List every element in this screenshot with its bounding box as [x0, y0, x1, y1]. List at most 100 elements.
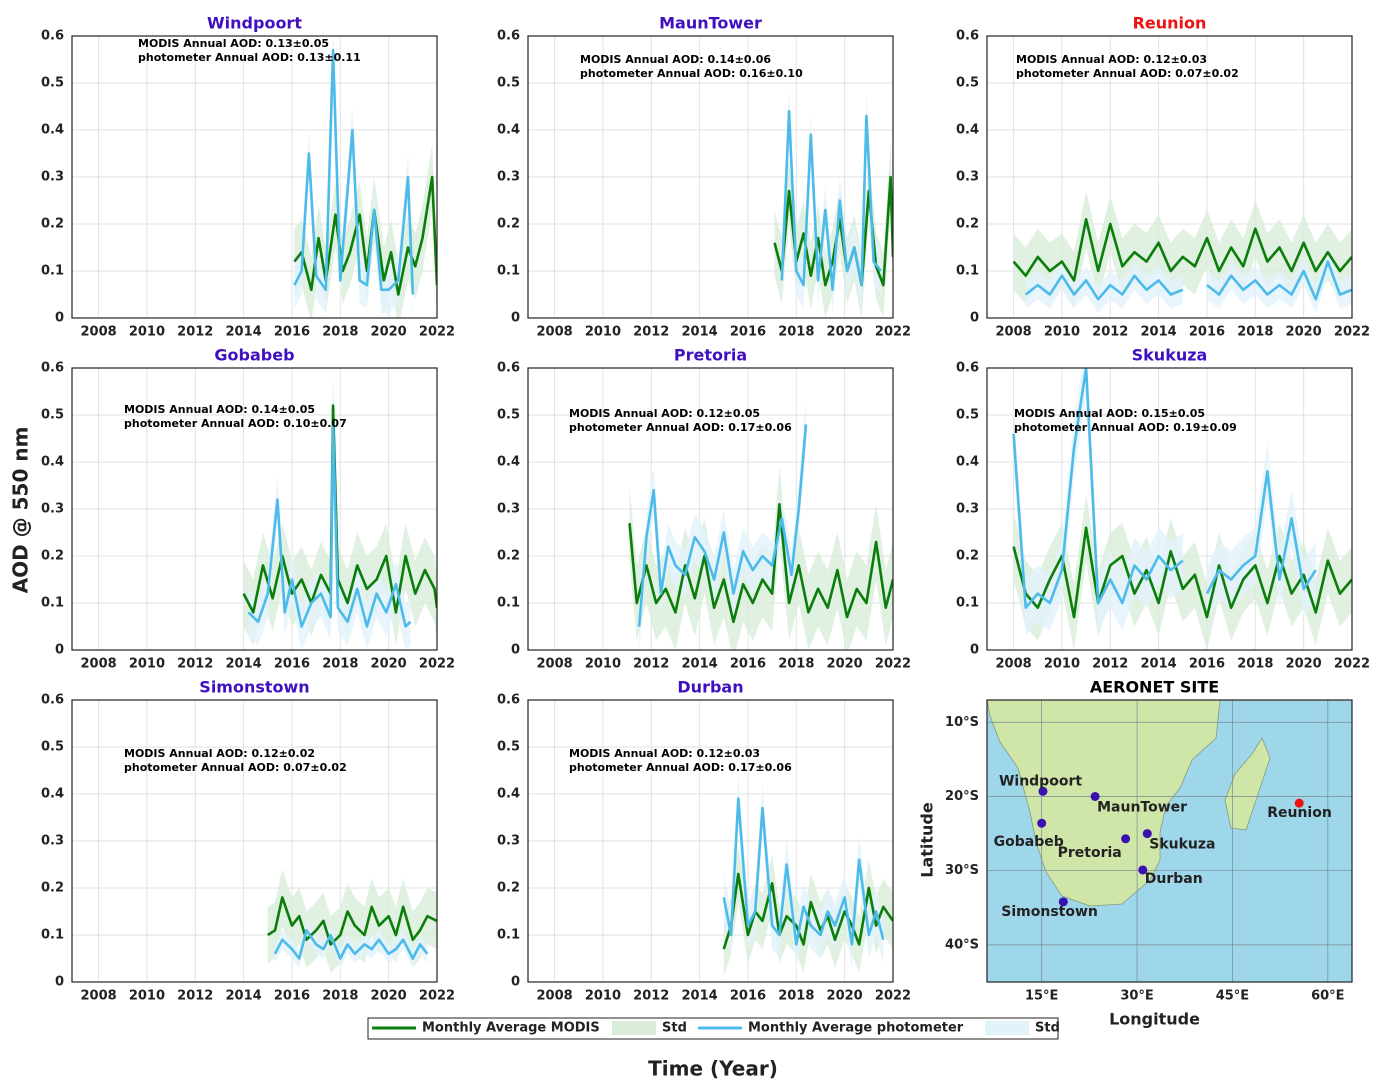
plot-frame [527, 35, 894, 319]
site-marker [1037, 818, 1047, 828]
y-tick-label: 0.5 [41, 76, 64, 91]
y-tick-label: 0.6 [41, 29, 64, 44]
x-tick-label: 2012 [177, 989, 213, 1004]
x-tick-label: 2022 [875, 325, 911, 340]
site-label: Reunion [1267, 805, 1332, 821]
y-tick-label: 0.6 [41, 693, 64, 708]
site-label: Durban [1145, 871, 1203, 887]
site-label: Gobabeb [994, 834, 1064, 850]
y-tick-label: 0.1 [41, 928, 64, 943]
chart-title: Skukuza [1132, 346, 1208, 365]
legend-patch [985, 1021, 1029, 1035]
plot-frame [71, 367, 438, 651]
x-tick-label: 60°E [1311, 989, 1344, 1004]
x-tick-label: 2022 [1334, 657, 1370, 672]
x-tick-label: 2020 [371, 325, 407, 340]
series-line [1024, 260, 1352, 301]
x-tick-label: 2016 [730, 989, 766, 1004]
y-tick-label: 0.4 [956, 123, 979, 138]
plot-area [722, 775, 893, 978]
y-tick-label: 0.5 [956, 76, 979, 91]
chart-title: Reunion [1133, 14, 1207, 33]
y-tick-label: 0.2 [497, 881, 520, 896]
x-tick-label: 2016 [1189, 657, 1225, 672]
plot-area [242, 372, 437, 650]
series-line [267, 896, 437, 946]
x-tick-label: 2016 [274, 325, 310, 340]
y-tick-label: 0.6 [497, 693, 520, 708]
annotation: photometer Annual AOD: 0.13±0.11 [138, 51, 361, 64]
x-tick-label: 2012 [1092, 325, 1128, 340]
x-tick-label: 2020 [371, 989, 407, 1004]
x-axis-label: Time (Year) [648, 1057, 778, 1081]
x-tick-label: 2012 [1092, 657, 1128, 672]
series-line [722, 872, 893, 950]
series-line [628, 503, 893, 624]
site-marker [1058, 897, 1068, 907]
x-tick-label: 2014 [682, 325, 718, 340]
y-tick-label: 0.6 [497, 361, 520, 376]
chart-title: Durban [677, 678, 743, 697]
x-tick-label: 15°E [1025, 989, 1058, 1004]
series-line [293, 175, 437, 296]
legend-label: Monthly Average MODIS [422, 1021, 600, 1036]
y-tick-label: 0.6 [956, 29, 979, 44]
x-tick-label: 2008 [80, 657, 116, 672]
x-tick-label: 2008 [536, 989, 572, 1004]
x-tick-label: 2012 [633, 325, 669, 340]
x-tick-label: 2010 [585, 989, 621, 1004]
y-tick-label: 0.3 [41, 170, 64, 185]
x-tick-label: 2016 [730, 657, 766, 672]
x-tick-label: 2008 [995, 325, 1031, 340]
plot-frame [986, 35, 1353, 319]
x-tick-label: 2016 [274, 989, 310, 1004]
y-tick-label: 0.3 [956, 502, 979, 517]
chart-title: AERONET SITE [1090, 678, 1219, 697]
site-label: Skukuza [1149, 837, 1215, 853]
x-tick-label: 2018 [1237, 325, 1273, 340]
site-marker [1121, 834, 1131, 844]
x-axis-label: Longitude [1109, 1010, 1200, 1029]
y-tick-label: 0.4 [956, 455, 979, 470]
series-line [1012, 526, 1352, 619]
series-line [273, 929, 429, 960]
y-tick-label: 0.2 [41, 549, 64, 564]
annotation: photometer Annual AOD: 0.07±0.02 [124, 761, 347, 774]
y-tick-label: 0.1 [956, 596, 979, 611]
chart-title: Pretoria [674, 346, 747, 365]
annotation: MODIS Annual AOD: 0.12±0.03 [1016, 53, 1207, 66]
y-tick-label: 0.5 [956, 408, 979, 423]
annotation: photometer Annual AOD: 0.16±0.10 [580, 67, 803, 80]
x-tick-label: 2014 [226, 325, 262, 340]
y-tick-label: 0.5 [497, 740, 520, 755]
x-tick-label: 2014 [682, 989, 718, 1004]
y-tick-label: 0.1 [497, 596, 520, 611]
x-tick-label: 2012 [177, 657, 213, 672]
x-tick-label: 2016 [1189, 325, 1225, 340]
x-tick-label: 2014 [226, 989, 262, 1004]
plot-frame [71, 35, 438, 319]
chart-title: Gobabeb [214, 346, 294, 365]
y-tick-label: 0.1 [497, 928, 520, 943]
x-tick-label: 30°E [1120, 989, 1153, 1004]
site-marker [1294, 798, 1304, 808]
x-tick-label: 2010 [585, 657, 621, 672]
y-tick-label: 0.1 [41, 596, 64, 611]
series-line [1012, 368, 1317, 609]
map-land [986, 699, 1352, 982]
y-tick-label: 0.2 [41, 881, 64, 896]
legend-label: Std [1035, 1021, 1060, 1036]
annotation: photometer Annual AOD: 0.17±0.06 [569, 761, 792, 774]
x-tick-label: 2018 [778, 657, 814, 672]
plot-area [1012, 191, 1352, 314]
y-tick-label: 0 [55, 643, 64, 658]
plot-area [267, 869, 437, 973]
y-tick-label: 0.6 [497, 29, 520, 44]
site-label: Pretoria [1058, 845, 1122, 861]
plot-area [1012, 368, 1352, 650]
x-tick-label: 2022 [875, 989, 911, 1004]
x-tick-label: 2018 [322, 657, 358, 672]
x-tick-label: 45°E [1216, 989, 1249, 1004]
legend-patch [612, 1021, 656, 1035]
y-tick-label: 0.1 [497, 264, 520, 279]
